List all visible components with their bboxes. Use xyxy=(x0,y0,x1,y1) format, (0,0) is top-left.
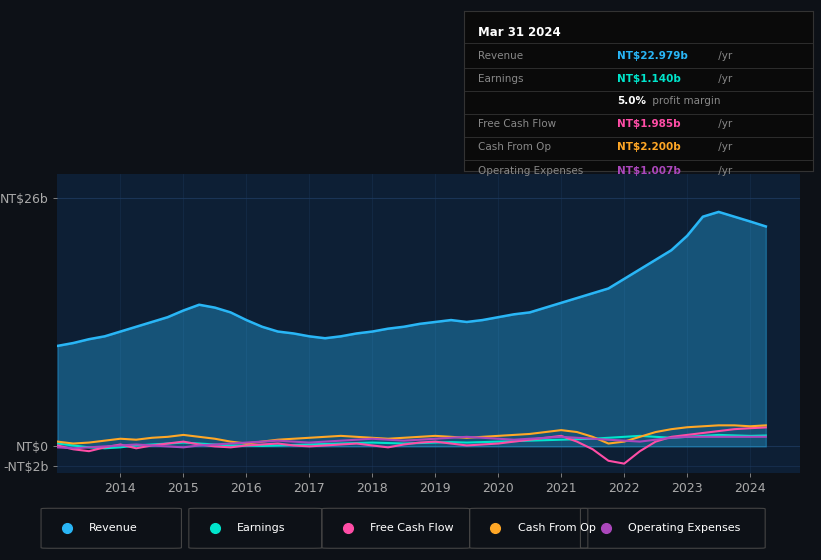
Text: NT$1.140b: NT$1.140b xyxy=(617,74,681,84)
Text: /yr: /yr xyxy=(715,166,732,176)
Text: Operating Expenses: Operating Expenses xyxy=(478,166,583,176)
Text: /yr: /yr xyxy=(715,74,732,84)
Text: NT$2.200b: NT$2.200b xyxy=(617,142,681,152)
Text: /yr: /yr xyxy=(715,50,732,60)
Text: NT$1.007b: NT$1.007b xyxy=(617,166,681,176)
Text: Operating Expenses: Operating Expenses xyxy=(629,523,741,533)
Text: profit margin: profit margin xyxy=(649,96,720,106)
Text: 5.0%: 5.0% xyxy=(617,96,646,106)
Text: Mar 31 2024: Mar 31 2024 xyxy=(478,26,561,39)
Text: NT$1.985b: NT$1.985b xyxy=(617,119,681,129)
Text: Earnings: Earnings xyxy=(237,523,286,533)
Text: Free Cash Flow: Free Cash Flow xyxy=(370,523,453,533)
Text: Cash From Op: Cash From Op xyxy=(518,523,595,533)
Text: /yr: /yr xyxy=(715,119,732,129)
Text: Cash From Op: Cash From Op xyxy=(478,142,551,152)
Text: /yr: /yr xyxy=(715,142,732,152)
Text: Revenue: Revenue xyxy=(89,523,138,533)
Text: Earnings: Earnings xyxy=(478,74,523,84)
Text: Revenue: Revenue xyxy=(478,50,523,60)
Text: NT$22.979b: NT$22.979b xyxy=(617,50,688,60)
Text: Free Cash Flow: Free Cash Flow xyxy=(478,119,556,129)
